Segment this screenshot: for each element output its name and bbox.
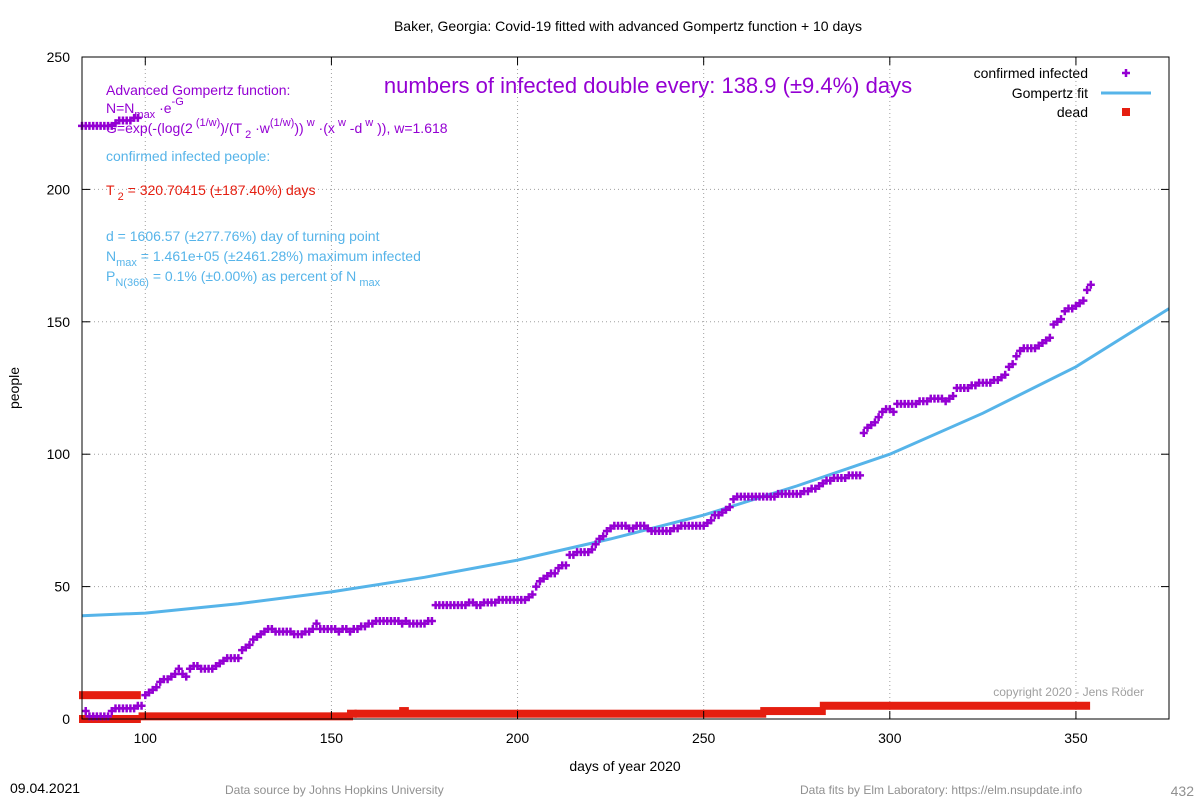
dead-point-segment (347, 709, 357, 718)
legend-label: confirmed infected (974, 65, 1088, 81)
d-value: d = 1606.57 (±277.76%) day of turning po… (106, 228, 380, 244)
confirmed-infected-point (1057, 315, 1066, 324)
confirmed-infected-point (949, 391, 958, 400)
nmax-value: Nmax = 1.461e+05 (±2461.28%) maximum inf… (106, 248, 421, 269)
confirmed-infected-point (870, 418, 879, 427)
y-tick-label: 200 (47, 181, 71, 197)
dead-point-segment (138, 712, 354, 721)
confirmed-infected-point (1086, 280, 1095, 289)
confirmed-infected-point (550, 569, 559, 578)
axis-ticks: 100 150 200 250 300 350 0 50 100 150 200 250 (47, 49, 1169, 746)
confirmed-infected-point (1008, 360, 1017, 369)
confirmed-infected-point (81, 707, 90, 716)
confirmed-infected-point (308, 624, 317, 633)
y-tick-label: 250 (47, 49, 71, 65)
dead-point-segment (354, 709, 767, 718)
legend-swatch-dead (1122, 108, 1130, 116)
confirmed-infected-point (599, 532, 608, 541)
x-tick-label: 100 (134, 730, 158, 746)
confirmed-infected-point (245, 640, 254, 649)
confirmed-infected-point (707, 516, 716, 525)
dead-point-segment (819, 701, 1091, 710)
footer-data-fits: Data fits by Elm Laboratory: https://elm… (800, 783, 1082, 797)
x-tick-label: 150 (320, 730, 344, 746)
legend-label: dead (1057, 104, 1088, 120)
confirmed-infected-point (1001, 370, 1010, 379)
y-tick-label: 150 (47, 314, 71, 330)
plot-frame (81, 56, 1170, 720)
footer-date: 09.04.2021 (10, 780, 80, 796)
confirmed-infected-point (312, 619, 321, 628)
confirmed-infected-point (528, 590, 537, 599)
y-tick-label: 0 (62, 711, 70, 727)
dead-point-segment (79, 691, 141, 700)
y-tick-label: 50 (54, 579, 70, 595)
x-tick-label: 300 (878, 730, 902, 746)
x-tick-label: 350 (1064, 730, 1088, 746)
confirmed-infected-point (1083, 286, 1092, 295)
confirmed-infected-point (171, 669, 180, 678)
footer-data-source: Data source by Johns Hopkins University (225, 783, 444, 797)
gompertz-fit-line (81, 307, 1170, 618)
confirmed-infected-point (532, 582, 541, 591)
confirmed-infected-point (725, 503, 734, 512)
confirmed-infected-point (856, 471, 865, 480)
y-tick-label: 100 (47, 446, 71, 462)
x-tick-label: 200 (506, 730, 530, 746)
series-layer (78, 113, 1170, 723)
model-heading: Advanced Gompertz function: (106, 82, 290, 98)
chart-title: Baker, Georgia: Covid-19 fitted with adv… (394, 18, 862, 34)
confirmed-infected-point (889, 407, 898, 416)
dead-point-segment (399, 707, 409, 716)
confirmed-infected-point (1012, 352, 1021, 361)
t2-value: T 2 = 320.70415 (±187.40%) days (106, 182, 316, 203)
legend: confirmed infected Gompertz fit dead (974, 65, 1151, 120)
legend-swatch-confirmed (1122, 69, 1130, 77)
confirmed-infected-point (182, 672, 191, 681)
copyright-note: copyright 2020 - Jens Röder (993, 685, 1144, 699)
y-axis-label: people (6, 367, 22, 409)
confirmed-infected-label: confirmed infected people: (106, 148, 270, 164)
confirmed-infected-point (152, 683, 161, 692)
confirmed-infected-point (1079, 296, 1088, 305)
confirmed-infected-point (591, 540, 600, 549)
confirmed-infected-point (427, 617, 436, 626)
confirmed-infected-point (133, 113, 142, 122)
confirmed-infected-point (859, 429, 868, 438)
confirmed-infected-point (174, 664, 183, 673)
confirmed-infected-point (587, 545, 596, 554)
confirmed-infected-point (874, 413, 883, 422)
confirmed-infected-point (1045, 333, 1054, 342)
doubling-time-headline: numbers of infected double every: 138.9 … (384, 73, 912, 98)
confirmed-infected-point (137, 701, 146, 710)
p-value: PN(366) = 0.1% (±0.00%) as percent of N … (106, 268, 381, 289)
confirmed-infected-point (234, 654, 243, 663)
confirmed-infected-point (561, 561, 570, 570)
dead-point-segment (760, 707, 826, 716)
legend-label: Gompertz fit (1012, 85, 1088, 101)
footer-page-number: 432 (1171, 783, 1195, 799)
x-tick-label: 250 (692, 730, 716, 746)
x-axis-label: days of year 2020 (569, 758, 681, 774)
